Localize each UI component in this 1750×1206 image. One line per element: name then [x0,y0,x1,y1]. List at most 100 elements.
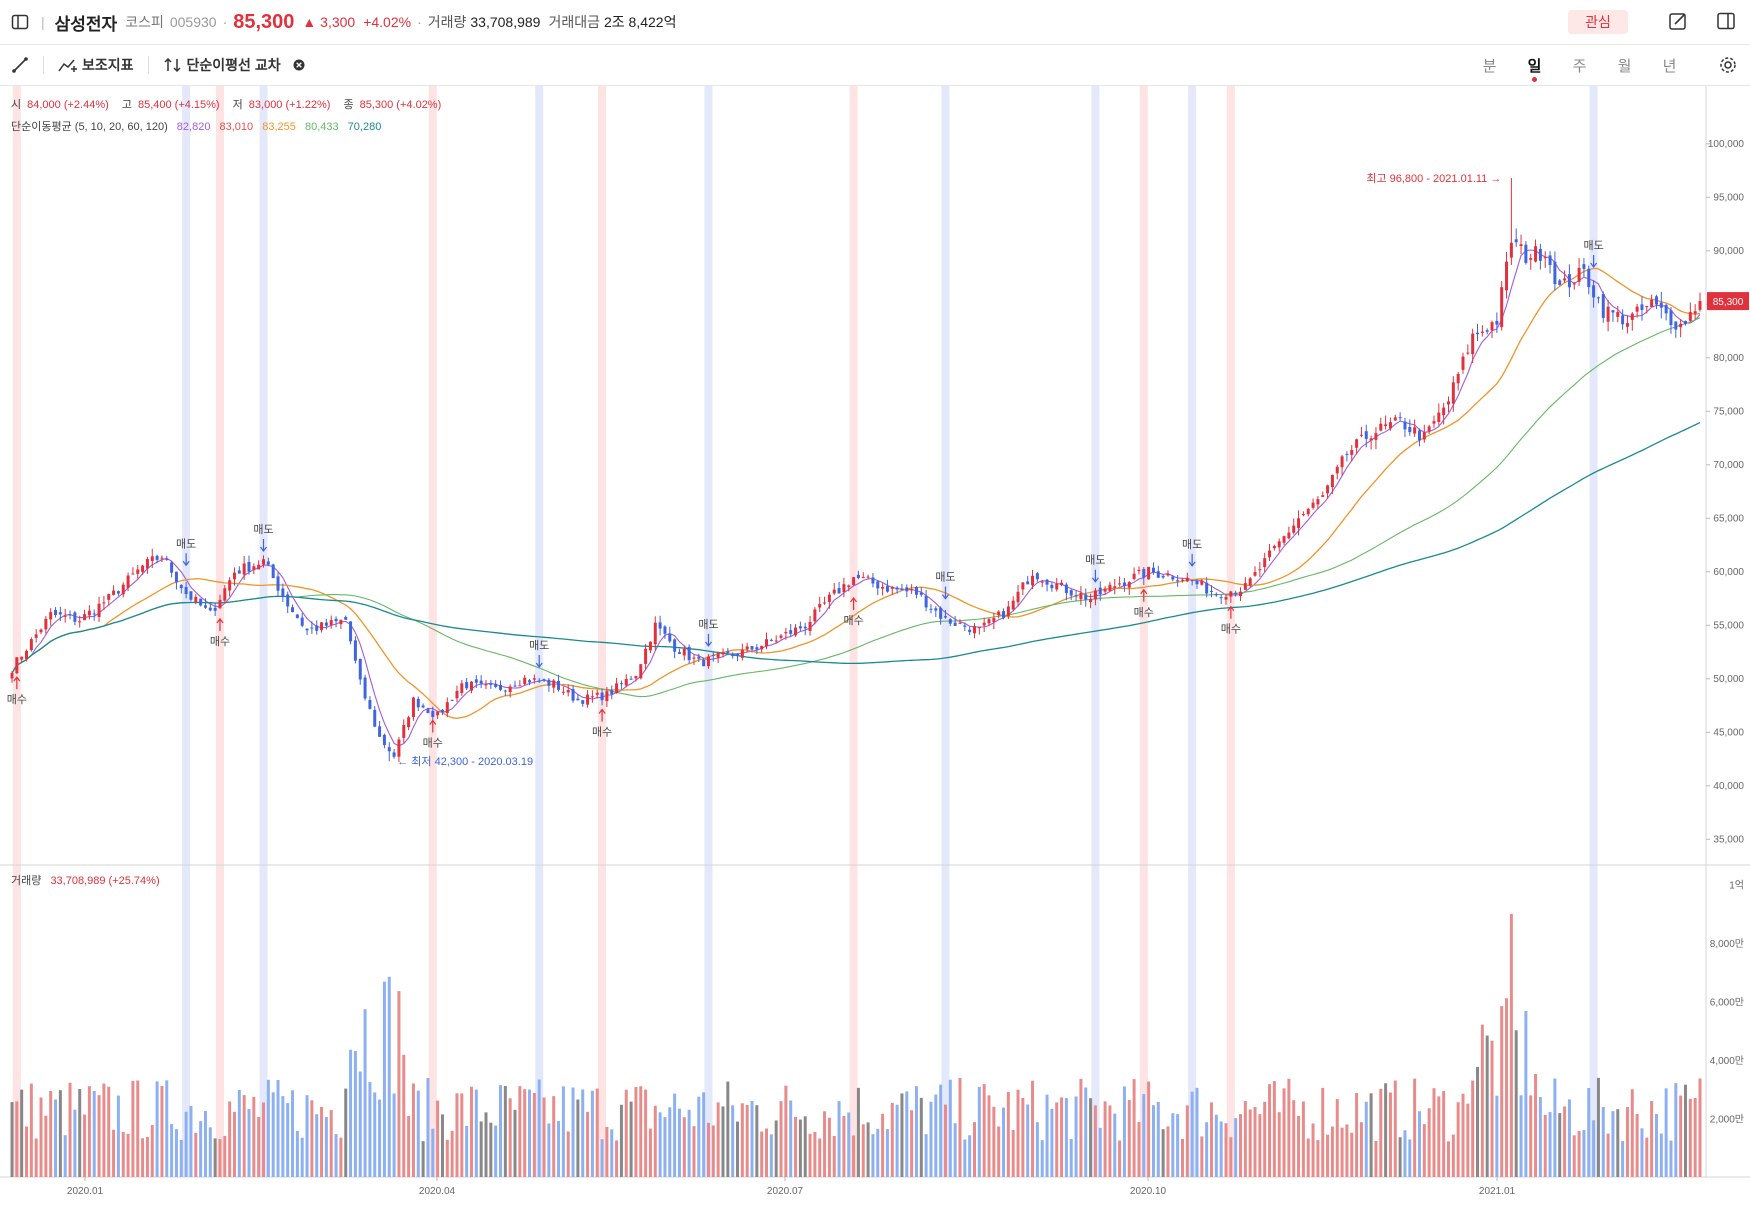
candle-body [107,594,111,600]
candle-body [900,589,904,591]
watchlist-button[interactable]: 관심 [1568,10,1628,34]
ma5-value: 82,820 [176,121,211,133]
candle-body [252,566,256,570]
stock-name: 삼성전자 [54,14,118,34]
buy-arrow-icon [1140,588,1148,602]
volume-bar [141,1138,145,1177]
candle-body [431,710,435,717]
volume-bar [532,1092,536,1177]
buy-signal-label: 매수 [1134,606,1154,619]
volume-bar [1572,1135,1576,1177]
volume-bar [1659,1133,1663,1177]
ma-cross-label: 단순이평선 교차 [186,57,281,73]
tab-minute[interactable]: 분 [1482,57,1497,75]
tab-month[interactable]: 월 [1617,57,1632,75]
y-tick-label: 45,000 [1713,727,1744,738]
volume-bar [237,1089,241,1177]
volume-bar [619,1104,623,1177]
ma-cross-chip[interactable]: 단순이평선 교차 [163,55,305,75]
volume-bar [223,1135,227,1177]
sidebar-toggle-icon[interactable] [11,13,29,31]
candle-body [687,646,691,661]
candle-body [1442,407,1446,416]
volume-bar [1654,1113,1658,1177]
volume-bar [1234,1118,1238,1177]
volume-bar [499,1085,502,1177]
last-price-tag [1707,292,1749,311]
volume-bar [1345,1124,1349,1177]
volume-bar [1026,1104,1030,1177]
candle-body [1335,466,1339,474]
candle-body [881,586,885,589]
indicator-button[interactable]: 보조지표 [58,55,134,75]
price-change: ▲ 3,300 [302,14,356,30]
volume-bar [1118,1140,1122,1177]
candle-body [1379,423,1383,431]
volume-bar [1253,1106,1257,1177]
volume-bar [803,1116,807,1177]
volume-bar [629,1101,633,1177]
volume-bar [968,1135,972,1177]
candle-body [353,640,357,661]
volume-bar [1219,1121,1223,1177]
volume-bar [1055,1102,1059,1177]
y-tick-label: 40,000 [1713,781,1744,792]
tab-week[interactable]: 주 [1572,57,1587,75]
candle-body [10,673,14,679]
candle-body [890,586,894,589]
chart-toolbar: 보조지표 단순이평선 교차 분 일 주 월 년 [0,45,1750,86]
sell-signal-band [1188,86,1197,1177]
volume-bar [1558,1113,1562,1177]
tab-year[interactable]: 년 [1662,57,1677,75]
volume-bar [145,1136,149,1177]
candle-body [295,614,299,619]
candle-body [92,613,96,615]
volume-bar [189,1105,193,1177]
candle-body [1388,422,1392,429]
edit-icon[interactable] [1668,11,1688,31]
candle-body [832,589,836,594]
volume-bar [605,1127,609,1177]
candle-body [116,591,120,594]
volume-bar [1519,1095,1523,1177]
volume-bar [895,1104,899,1177]
divider [147,56,149,74]
candle-body [199,598,203,606]
volume-bar [566,1131,570,1177]
tab-day[interactable]: 일 [1512,55,1557,82]
open-label: 시 [11,99,22,111]
panel-toggle-icon[interactable] [1716,11,1736,31]
stock-code: 005930 [169,14,217,30]
volume-bar [547,1123,551,1177]
settings-gear-icon[interactable] [1718,55,1738,75]
volume-bar [1650,1101,1654,1177]
candle-body [1306,508,1310,515]
sell-arrow-icon [1590,254,1598,268]
volume-bar [1543,1114,1547,1177]
volume-bar [1258,1114,1262,1177]
volume-bar [174,1129,178,1177]
candle-body [948,619,952,624]
candle-body [1630,313,1634,320]
close-icon[interactable] [293,59,305,71]
candle-body [1045,579,1049,585]
volume-bar [92,1091,96,1177]
volume-bar [39,1097,43,1177]
volume-bar [1485,1035,1489,1177]
volume-bar [257,1116,261,1177]
volume-bar [1335,1099,1339,1177]
candle-body [774,640,778,642]
candle-body [189,591,193,600]
candle-body [97,603,101,617]
dot-separator: · [417,14,422,30]
volume-bar [276,1080,280,1177]
drawing-tool-icon[interactable] [11,56,29,74]
candle-body [1234,592,1238,595]
candle-body [1040,581,1044,583]
volume-bar [489,1122,493,1177]
volume-bar [494,1125,498,1177]
volume-bar [769,1134,773,1177]
volume-bar [982,1084,986,1177]
candle-body [808,621,812,631]
